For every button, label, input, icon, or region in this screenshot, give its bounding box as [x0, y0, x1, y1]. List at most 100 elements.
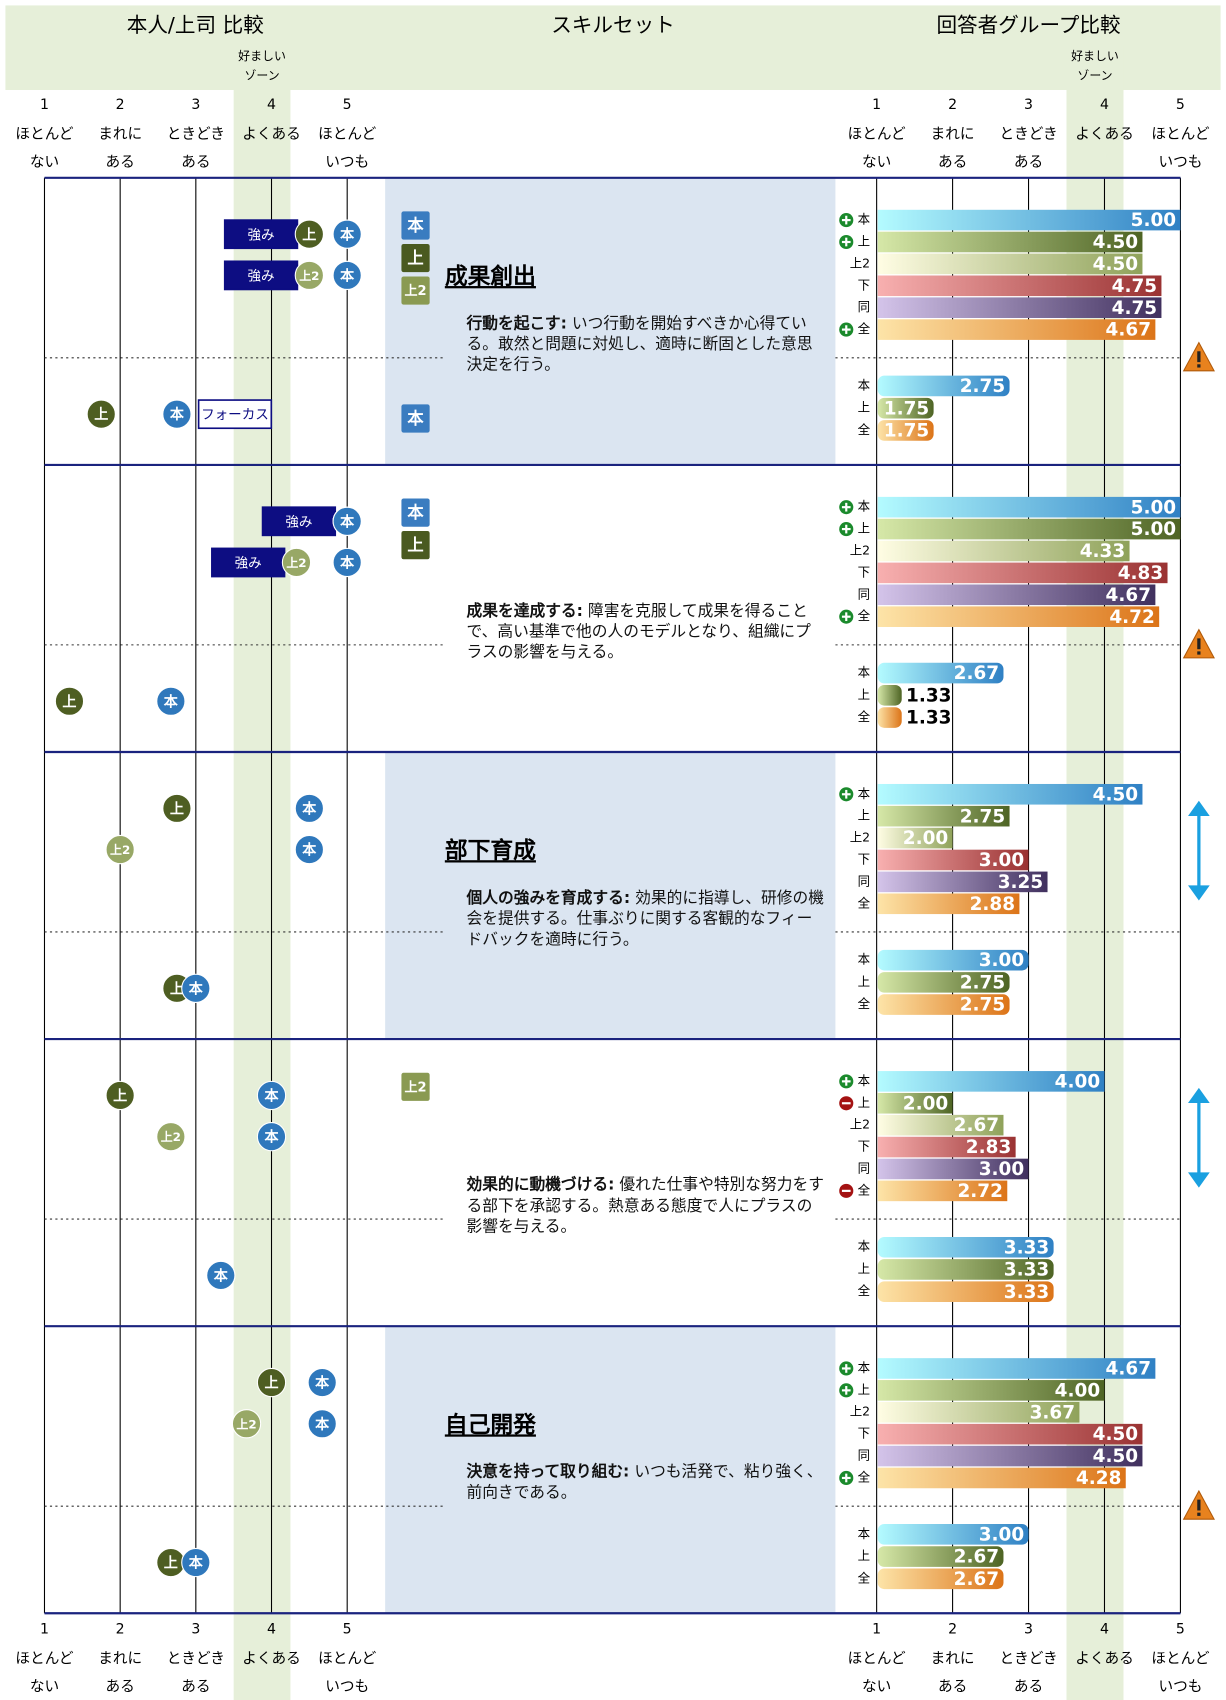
rater-marker	[307, 1409, 337, 1439]
bar-value: 2.67	[954, 1115, 999, 1136]
group-bar	[877, 707, 902, 728]
competency-text: 成果を達成する: 障害を克服して成果を得ることで、高い基準で他の人のモデルとなり…	[467, 602, 825, 664]
bar-value: 3.33	[1004, 1237, 1049, 1258]
bar-value: 4.75	[1112, 298, 1157, 319]
scale-number: 5	[1176, 1622, 1185, 1638]
scale-number: 1	[40, 1622, 49, 1638]
rater-marker	[156, 1122, 186, 1152]
flag-icon	[401, 243, 430, 273]
flag-icon	[401, 498, 430, 527]
competency: 個人の強みを育成する: 効果的に指導し、研修の機会を提供する。仕事ぶりに関する客…	[467, 889, 825, 951]
rater-marker-label: 本	[189, 1555, 204, 1572]
bar-value: 4.50	[1093, 784, 1138, 805]
rater-marker-label: 上2	[110, 843, 130, 857]
group-bar	[877, 231, 1143, 253]
flag-label: 上2	[405, 284, 427, 299]
group-label: 全	[858, 1570, 871, 1585]
bar-value: 5.00	[1131, 497, 1176, 518]
group-bar	[877, 1158, 1029, 1180]
flag-icon	[401, 276, 430, 305]
group-bar	[877, 209, 1181, 231]
group-label: 上2	[850, 542, 870, 557]
competency-text: 効果的に動機づける: 優れた仕事や特別な努力をする部下を承認する。熱意ある態度で…	[467, 1176, 825, 1238]
competency-name: 成果を達成する:	[466, 602, 583, 620]
scale-number: 4	[267, 97, 276, 113]
group-bar	[877, 1445, 1143, 1467]
scale-number: 2	[948, 97, 957, 113]
group-bar	[877, 1259, 1054, 1280]
scale-label: いつも	[325, 154, 369, 171]
rater-marker-label: 本	[302, 800, 317, 817]
scale-label: まれに	[931, 1650, 975, 1667]
flag-label: 本	[407, 503, 424, 522]
group-label: 同	[858, 299, 870, 314]
group-label: 上	[858, 400, 870, 415]
group-bar	[877, 805, 1010, 827]
scale-label: まれに	[98, 1650, 142, 1667]
scale-label: ほとんど	[848, 1650, 906, 1667]
group-bar	[877, 783, 1143, 805]
group-label: 下	[858, 1139, 870, 1154]
group-bar	[877, 319, 1156, 340]
flag-icon	[401, 1072, 430, 1101]
badge-label: 強み	[285, 514, 312, 530]
rater-marker-label: 本	[214, 1268, 229, 1285]
panel-title: 本人/上司 比較	[127, 13, 265, 37]
group-label: 全	[858, 608, 871, 623]
bar-value: 4.50	[1093, 254, 1138, 275]
group-label: 本	[858, 1073, 871, 1088]
group-bar	[877, 584, 1156, 606]
scale-label: よくある	[242, 125, 301, 142]
rater-marker	[307, 1367, 337, 1398]
bar-value: 4.00	[1055, 1380, 1100, 1401]
group-label: 上	[858, 808, 870, 823]
rater-marker-label: 上	[170, 801, 184, 817]
scale-number: 5	[1176, 97, 1185, 113]
bar-value: 4.83	[1118, 563, 1163, 584]
rater-marker	[256, 1367, 287, 1398]
scale-label: ときどき	[167, 1650, 225, 1667]
competency-name: 決意を持って取り組む:	[466, 1463, 630, 1482]
bar-value: 4.33	[1080, 541, 1125, 562]
bar-value: 1.75	[884, 398, 929, 419]
group-bar	[877, 1467, 1126, 1489]
scale-number: 2	[116, 97, 125, 113]
rater-marker-label: 本	[302, 842, 317, 859]
rater-marker-label: 上	[264, 1376, 278, 1392]
scale-label: ときどき	[999, 125, 1057, 142]
group-label: 下	[858, 277, 870, 292]
group-label: 上2	[850, 1404, 870, 1419]
bar-value: 2.72	[957, 1181, 1002, 1202]
group-bar	[877, 375, 1010, 397]
competency-text: 行動を起こす: いつ行動を開始すべきか心得ている。敢然と問題に対処し、適時に断固…	[467, 314, 825, 376]
competency: 成果を達成する: 障害を克服して成果を得ることで、高い基準で他の人のモデルとなり…	[467, 602, 825, 664]
bar-value: 2.83	[966, 1137, 1011, 1158]
group-label: 上	[858, 974, 870, 989]
scale-number: 5	[343, 97, 352, 113]
scale-number: 1	[872, 1622, 881, 1638]
bar-value: 4.50	[1093, 1424, 1138, 1445]
group-label: 同	[858, 586, 870, 601]
scale-number: 1	[872, 97, 881, 113]
scale-label: ほとんど	[318, 125, 376, 142]
scale-label: いつも	[325, 1678, 369, 1695]
group-label: 本	[858, 1360, 871, 1375]
bar-value: 4.00	[1055, 1071, 1100, 1092]
badge-label: 強み	[248, 268, 275, 284]
group-bar	[877, 684, 902, 706]
scale-label: ない	[862, 154, 891, 171]
rater-marker-label: 本	[264, 1129, 279, 1146]
group-label: 同	[858, 873, 870, 888]
group-bar	[877, 1236, 1054, 1258]
group-label: 本	[858, 1526, 871, 1541]
group-bar	[877, 994, 1010, 1015]
scale-label: よくある	[1075, 125, 1134, 142]
group-bar	[877, 893, 1020, 915]
bar-value: 3.00	[979, 1524, 1024, 1545]
group-label: 全	[858, 1469, 871, 1484]
bar-value: 4.67	[1106, 1359, 1151, 1380]
group-bar	[877, 1092, 953, 1114]
zone-label: 好ましい	[1071, 49, 1119, 63]
bar-value: 4.50	[1093, 1446, 1138, 1467]
competency-text: 個人の強みを育成する: 効果的に指導し、研修の機会を提供する。仕事ぶりに関する客…	[467, 889, 825, 951]
